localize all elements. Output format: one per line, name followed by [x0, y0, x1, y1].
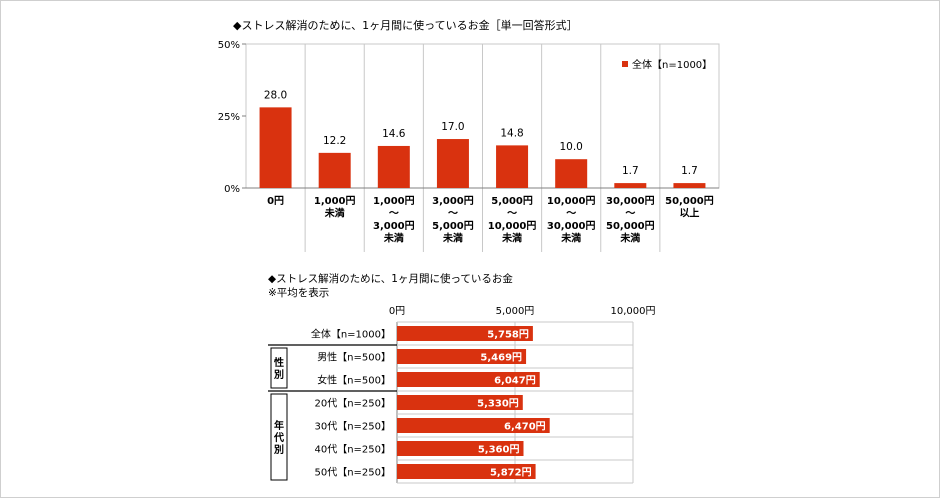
- bar-value-label: 14.8: [500, 127, 523, 139]
- category-label: 1,000円: [314, 195, 356, 207]
- row-category-label: 女性【n=500】: [317, 374, 391, 387]
- group-label-char: 別: [273, 443, 284, 456]
- bar: [397, 395, 523, 410]
- bar: [397, 372, 540, 387]
- chart-title: ◆ストレス解消のために、1ヶ月間に使っているお金［単一回答形式］: [233, 18, 578, 32]
- bar-value-label: 5,330円: [477, 398, 519, 410]
- category-label: ～: [507, 209, 517, 220]
- category-label: 30,000円: [547, 220, 596, 232]
- category-label: ～: [566, 209, 576, 220]
- category-label: 30,000円: [606, 195, 655, 207]
- category-label: 5,000円: [432, 220, 474, 232]
- legend-swatch: [622, 61, 628, 67]
- y-tick-label: 0%: [224, 184, 240, 195]
- bar: [496, 145, 529, 188]
- category-label: ～: [448, 209, 458, 220]
- legend-label: 全体【n=1000】: [632, 58, 712, 71]
- bar-value-label: 5,360円: [478, 444, 520, 456]
- x-tick-label: 0円: [389, 306, 405, 317]
- bar: [614, 183, 647, 188]
- category-label: 50,000円: [606, 220, 655, 232]
- category-label: 1,000円: [373, 195, 415, 207]
- bar-value-label: 6,470円: [504, 421, 546, 433]
- category-label: 未満: [501, 232, 522, 245]
- category-label: 10,000円: [547, 195, 596, 207]
- row-category-label: 20代【n=250】: [314, 398, 391, 410]
- row-category-label: 男性【n=500】: [317, 351, 391, 364]
- x-tick-label: 5,000円: [496, 306, 535, 317]
- bar: [397, 418, 550, 433]
- y-tick-label: 25%: [218, 112, 240, 123]
- bar-value-label: 28.0: [264, 89, 287, 101]
- bar-value-label: 10.0: [559, 141, 582, 153]
- chart-title: ◆ストレス解消のために、1ヶ月間に使っているお金: [268, 272, 513, 285]
- bar-value-label: 1.7: [681, 165, 698, 177]
- category-label: 5,000円: [491, 195, 533, 207]
- category-label: 0円: [267, 195, 284, 207]
- category-label: ～: [625, 209, 635, 220]
- category-label: 3,000円: [373, 220, 415, 232]
- category-label: 未満: [442, 232, 463, 245]
- bar: [397, 349, 527, 364]
- bar: [397, 464, 536, 479]
- x-tick-label: 10,000円: [611, 306, 656, 317]
- category-label: 50,000円: [665, 195, 714, 207]
- y-tick-label: 50%: [218, 40, 240, 51]
- bar-value-label: 12.2: [323, 135, 346, 147]
- group-label-box: [270, 393, 288, 481]
- category-label: 未満: [619, 232, 640, 245]
- stress-spending-distribution-chart: ◆ストレス解消のために、1ヶ月間に使っているお金［単一回答形式］ 0% 25% 50%…: [218, 18, 720, 252]
- bar-value-label: 17.0: [441, 121, 464, 133]
- bar-value-label: 5,872円: [490, 467, 532, 479]
- bar: [673, 183, 706, 188]
- bar: [555, 159, 588, 188]
- bar-value-label: 6,047円: [494, 375, 536, 387]
- bar-value-label: 14.6: [382, 128, 406, 140]
- category-label: 未満: [560, 232, 581, 245]
- group-label-char: 性: [273, 356, 284, 369]
- bar: [318, 152, 351, 188]
- category-label: 3,000円: [432, 195, 474, 207]
- category-label: 未満: [324, 207, 345, 220]
- bar: [397, 441, 524, 456]
- group-label-char: 代: [273, 431, 284, 444]
- category-label: 未満: [383, 232, 404, 245]
- category-label: ～: [389, 209, 399, 220]
- row-category-label: 全体【n=1000】: [311, 328, 391, 341]
- row-category-label: 30代【n=250】: [314, 421, 391, 433]
- group-label-char: 年: [274, 419, 284, 432]
- bar: [397, 326, 533, 341]
- row-category-label: 40代【n=250】: [314, 444, 391, 456]
- bar: [436, 139, 469, 188]
- category-label: 10,000円: [488, 220, 537, 232]
- bar: [259, 107, 292, 188]
- bar-value-label: 1.7: [622, 165, 639, 177]
- chart-subtitle: ※平均を表示: [268, 286, 329, 299]
- group-label-char: 別: [273, 368, 284, 381]
- bar-value-label: 5,758円: [487, 329, 529, 341]
- bar: [377, 145, 410, 188]
- bar-value-label: 5,469円: [480, 352, 522, 364]
- group-label-box: [270, 347, 288, 389]
- row-category-label: 50代【n=250】: [314, 467, 391, 479]
- category-label: 以上: [679, 207, 699, 220]
